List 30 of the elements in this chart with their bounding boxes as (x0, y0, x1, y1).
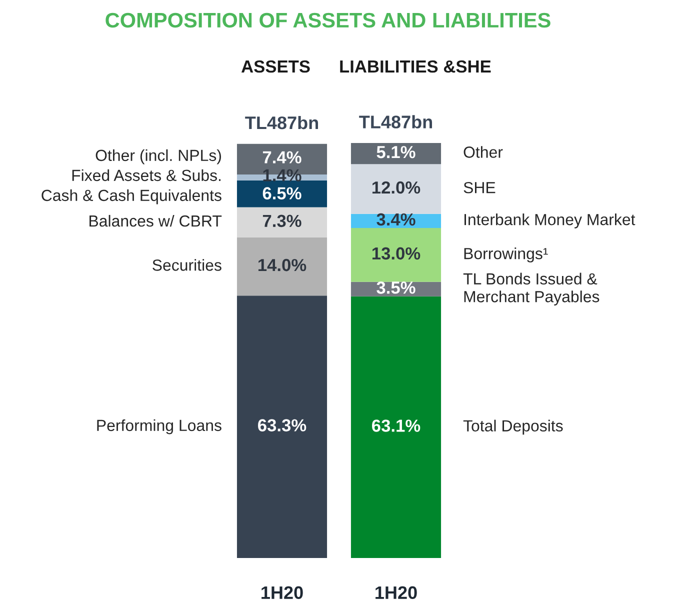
series-label: Balances w/ CBRT (90, 214, 222, 227)
total-label: TL487bn (245, 116, 318, 130)
data-label: 5.1% (376, 146, 416, 158)
series-label: Other (464, 146, 503, 158)
total-label: TL487bn (359, 115, 432, 128)
data-label: 7.4% (262, 151, 302, 164)
series-label: Securities (152, 259, 222, 271)
x-tick-label: 1H20 (376, 586, 417, 600)
data-label: 6.5% (262, 187, 302, 200)
data-label: 13.0% (372, 247, 420, 260)
data-label: 63.1% (372, 420, 420, 432)
data-label: 3.5% (376, 282, 416, 294)
data-label: 7.3% (262, 214, 302, 228)
series-label: Performing Loans (97, 419, 222, 434)
series-label: Fixed Assets & Subs. (72, 169, 221, 182)
series-label: TL Bonds Issued & Merchant Payables (463, 272, 600, 306)
series-label: Cash & Cash Equivalents (42, 189, 222, 204)
series-label: Total Deposits (463, 420, 563, 435)
series-label: Other (incl. NPLs) (96, 149, 221, 164)
text: LIABILITIES &SHE (340, 60, 491, 73)
series-label: Borrowings¹ (464, 247, 548, 262)
data-label: 63.3% (258, 419, 306, 432)
data-label: 3.4% (376, 213, 416, 226)
series-label: Interbank Money Market (464, 214, 636, 228)
x-tick-label: 1H20 (262, 586, 303, 600)
data-label: 12.0% (372, 181, 420, 194)
chart-title: COMPOSITION OF ASSETS AND LIABILITIES (106, 12, 550, 28)
text: ASSETS (241, 60, 310, 73)
series-label: SHE (464, 182, 496, 194)
data-label: 14.0% (258, 258, 306, 272)
